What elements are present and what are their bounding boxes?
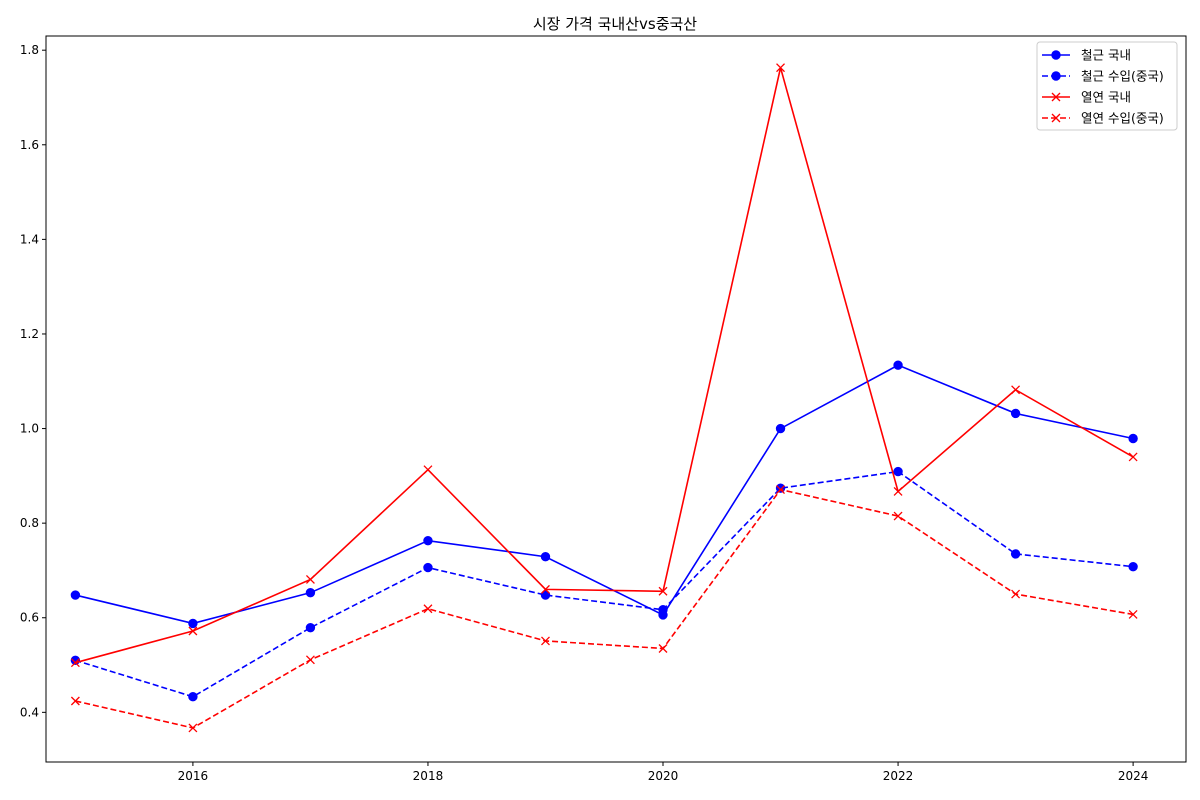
- legend-label: 열연 국내: [1081, 90, 1131, 105]
- legend-label: 철근 수입(중국): [1081, 69, 1164, 84]
- data-point: [70, 696, 80, 706]
- x-tick-label: 2024: [1118, 769, 1149, 783]
- series-line: [75, 67, 1134, 664]
- x-tick-label: 2020: [648, 769, 679, 783]
- series-3: [70, 63, 1138, 668]
- y-tick-label: 1.4: [20, 232, 39, 246]
- data-point: [775, 423, 786, 434]
- y-tick-label: 1.0: [20, 422, 39, 436]
- data-point: [775, 483, 786, 493]
- y-tick-label: 1.8: [20, 43, 39, 57]
- data-point: [305, 622, 316, 633]
- data-point: [423, 465, 433, 475]
- data-point: [188, 618, 198, 629]
- x-axis: 2016 2018 2020 2022 2024: [178, 762, 1149, 783]
- data-point: [305, 587, 316, 598]
- data-point: [893, 360, 903, 370]
- data-point: [305, 655, 315, 665]
- y-tick-label: 0.6: [20, 611, 39, 625]
- legend-item: 철근 국내: [1042, 48, 1131, 63]
- data-point: [1128, 609, 1138, 619]
- y-tick-label: 0.4: [20, 705, 39, 719]
- legend-item: 열연 국내: [1042, 90, 1131, 105]
- data-point: [1010, 549, 1021, 559]
- plot-area-frame: [45, 35, 1187, 763]
- legend-marker: [1051, 92, 1061, 102]
- data-point: [70, 658, 80, 668]
- series-line: [75, 488, 1134, 729]
- legend-label: 철근 국내: [1081, 48, 1131, 63]
- data-point: [305, 574, 315, 584]
- series-1: [70, 360, 1138, 629]
- x-tick-label: 2018: [413, 769, 444, 783]
- data-point: [188, 692, 198, 702]
- data-point: [423, 562, 433, 573]
- data-point: [70, 590, 81, 600]
- legend-item: 열연 수입(중국): [1042, 111, 1164, 126]
- y-tick-label: 1.6: [20, 138, 39, 152]
- series-layer: [70, 63, 1138, 733]
- data-point: [1011, 589, 1021, 599]
- x-tick-label: 2022: [883, 769, 914, 783]
- data-point: [658, 605, 668, 615]
- data-point: [541, 636, 550, 646]
- series-4: [70, 485, 1138, 733]
- series-2: [70, 466, 1138, 702]
- legend-box: [1036, 41, 1178, 131]
- data-point: [541, 584, 550, 594]
- y-axis: 0.4 0.6 0.8 1.0 1.2 1.4 1.6 1.8: [20, 43, 46, 719]
- legend-marker: [1051, 113, 1061, 123]
- data-point: [1128, 433, 1138, 444]
- x-tick-label: 2016: [178, 769, 209, 783]
- data-point: [893, 511, 903, 521]
- data-point: [188, 723, 198, 733]
- legend-label: 열연 수입(중국): [1081, 111, 1164, 126]
- data-point: [423, 535, 433, 546]
- data-point: [1010, 408, 1021, 419]
- chart-title: 시장 가격 국내산vs중국산: [533, 15, 697, 33]
- data-point: [658, 586, 668, 596]
- y-tick-label: 1.2: [20, 327, 39, 341]
- data-point: [776, 63, 785, 73]
- data-point: [776, 485, 785, 495]
- data-point: [1011, 385, 1021, 395]
- data-point: [540, 552, 551, 562]
- data-point: [188, 626, 198, 636]
- data-point: [1128, 561, 1138, 572]
- data-point: [540, 590, 551, 600]
- data-point: [1128, 452, 1138, 462]
- legend-item: 철근 수입(중국): [1042, 69, 1164, 84]
- legend-marker: [1051, 71, 1061, 81]
- data-point: [658, 644, 668, 653]
- data-point: [423, 604, 433, 614]
- data-point: [893, 487, 903, 496]
- series-line: [75, 470, 1134, 698]
- series-line: [75, 364, 1134, 625]
- y-tick-label: 0.8: [20, 516, 39, 530]
- legend-marker: [1051, 50, 1061, 60]
- data-point: [893, 466, 903, 477]
